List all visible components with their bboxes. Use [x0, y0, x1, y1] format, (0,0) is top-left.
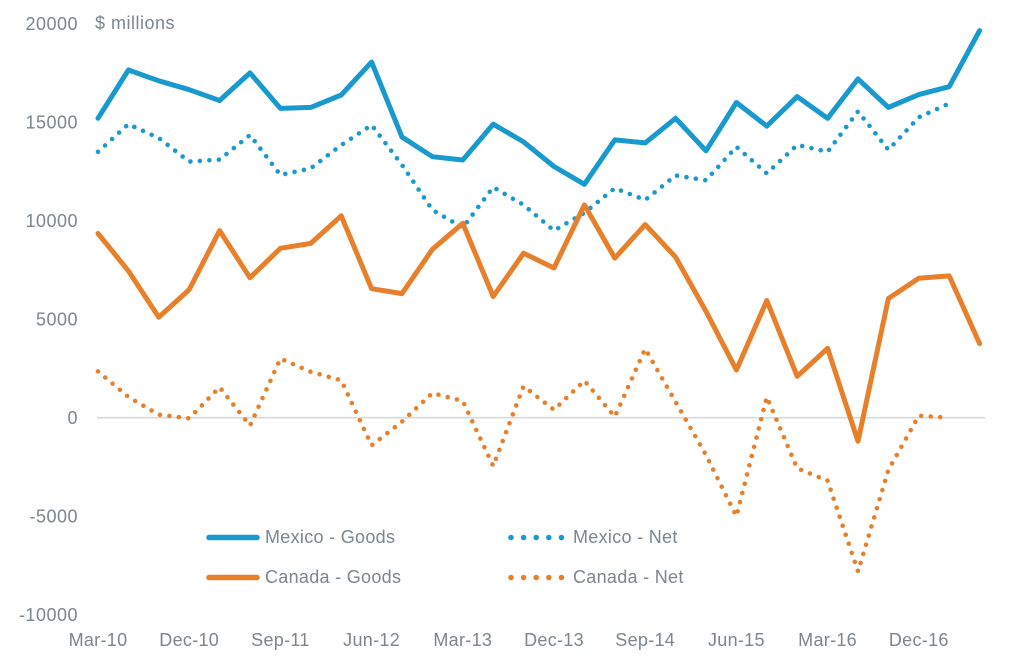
legend-swatch-solid-canada: [206, 574, 260, 581]
y-tick-label: -5000: [29, 507, 78, 527]
x-tick-label: Jun-15: [708, 630, 765, 650]
x-tick-label: Mar-10: [69, 630, 128, 650]
legend-label: Canada - Goods: [265, 567, 402, 587]
y-tick-label: 5000: [36, 310, 78, 330]
x-tick-label: Jun-12: [343, 630, 400, 650]
x-tick-label: Dec-16: [889, 630, 949, 650]
legend-label: Mexico - Net: [573, 527, 678, 547]
chart-unit-label: $ millions: [95, 13, 176, 33]
legend-swatch-solid-mexico: [206, 534, 260, 541]
x-tick-label: Sep-11: [251, 630, 310, 650]
series-line-mexico-net: [95, 101, 952, 233]
y-tick-label: 20000: [25, 14, 78, 34]
x-tick-label: Mar-13: [433, 630, 492, 650]
legend-item-canada-goods: Canada - Goods: [206, 567, 401, 588]
series-line-canada-goods: [95, 202, 983, 444]
legend-swatch-dotted-mexico: [508, 534, 567, 541]
y-tick-label: 15000: [25, 113, 78, 133]
y-tick-label: 10000: [25, 211, 78, 231]
legend-label: Mexico - Goods: [265, 527, 396, 547]
x-tick-label: Dec-10: [159, 630, 219, 650]
x-tick-label: Sep-14: [615, 630, 675, 650]
series-line-mexico-goods: [95, 28, 983, 187]
legend-item-canada-net: Canada - Net: [508, 567, 684, 588]
series-line-canada-net: [95, 346, 952, 574]
legend-swatch-dotted-canada: [508, 574, 567, 581]
x-tick-label: Dec-13: [524, 630, 584, 650]
legend-item-mexico-goods: Mexico - Goods: [206, 527, 395, 548]
legend-item-mexico-net: Mexico - Net: [508, 527, 678, 548]
y-tick-label: -10000: [19, 605, 78, 625]
legend-label: Canada - Net: [573, 567, 684, 587]
y-tick-label: 0: [67, 408, 78, 428]
x-tick-label: Mar-16: [798, 630, 857, 650]
